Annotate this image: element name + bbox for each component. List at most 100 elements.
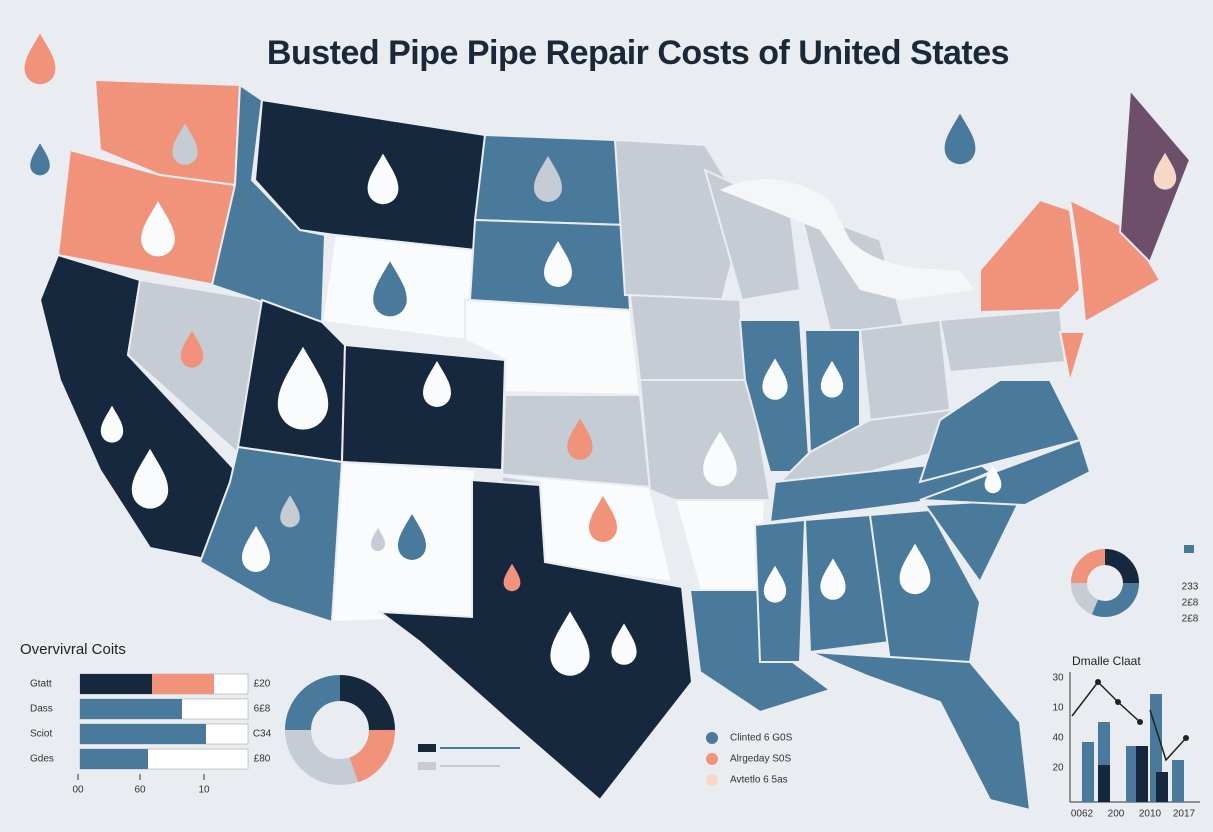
legend-label: 233 bbox=[1182, 582, 1199, 593]
legend-swatch bbox=[418, 744, 436, 752]
water-drop bbox=[589, 496, 617, 542]
axis-label: 00 bbox=[72, 785, 84, 796]
water-drop bbox=[1153, 152, 1177, 190]
water-drop bbox=[367, 153, 399, 205]
state bbox=[1058, 331, 1087, 383]
x-label: 0062 bbox=[1071, 809, 1094, 820]
water-drop bbox=[141, 201, 175, 257]
state bbox=[464, 298, 642, 397]
bar bbox=[1172, 760, 1184, 802]
legend-swatch bbox=[418, 762, 436, 770]
bar-label: Dass bbox=[30, 704, 53, 715]
bar bbox=[1098, 765, 1110, 802]
us-map bbox=[38, 78, 1192, 812]
donut-segment bbox=[348, 729, 395, 783]
bar bbox=[80, 674, 152, 694]
bar-value: C34 bbox=[253, 729, 272, 740]
legend-label: 2£8 bbox=[1182, 598, 1199, 609]
trend-line bbox=[1071, 680, 1141, 723]
legend-label: 2£8 bbox=[1182, 614, 1199, 625]
water-drop bbox=[172, 123, 198, 165]
water-drop bbox=[371, 528, 385, 551]
bar-value: 6£8 bbox=[254, 704, 271, 715]
water-drop bbox=[423, 361, 451, 407]
water-drop bbox=[100, 405, 124, 443]
trend-line bbox=[1149, 709, 1187, 762]
bar bbox=[80, 724, 206, 744]
water-drop bbox=[890, 355, 910, 388]
bar-value: £80 bbox=[254, 754, 271, 765]
bar bbox=[80, 699, 182, 719]
state bbox=[809, 651, 1032, 812]
water-drop bbox=[899, 543, 931, 595]
donut bbox=[285, 675, 395, 785]
water-drop bbox=[24, 33, 56, 85]
water-drop bbox=[503, 563, 521, 592]
water-drop bbox=[544, 241, 572, 287]
legend-label: Avtetlo 6 5as bbox=[730, 775, 788, 786]
great-lakes bbox=[720, 179, 975, 300]
water-drop bbox=[567, 418, 593, 460]
water-drop bbox=[131, 448, 169, 509]
state bbox=[918, 379, 1082, 484]
water-drop bbox=[944, 113, 976, 165]
donut bbox=[1071, 549, 1139, 617]
water-drop bbox=[611, 623, 637, 665]
water-drop bbox=[820, 360, 844, 398]
donut-segment bbox=[1104, 549, 1139, 584]
x-label: 2010 bbox=[1139, 809, 1162, 820]
state bbox=[938, 308, 1067, 374]
bar-value: £20 bbox=[254, 679, 271, 690]
bar bbox=[1156, 772, 1168, 802]
donut-segment bbox=[285, 675, 341, 731]
bar-label: Gdes bbox=[30, 754, 54, 765]
water-drop bbox=[763, 565, 787, 603]
water-drop bbox=[242, 526, 270, 572]
legend-swatch bbox=[1184, 545, 1194, 553]
x-label: 200 bbox=[1108, 809, 1125, 820]
trend-point bbox=[1137, 719, 1143, 725]
bar bbox=[1126, 746, 1138, 802]
legend-dot bbox=[706, 774, 718, 786]
y-label: 40 bbox=[1052, 733, 1064, 744]
water-drop bbox=[277, 346, 329, 430]
bar-label: Sciot bbox=[30, 729, 52, 740]
center-legend: Clinted 6 G0S Alrgeday S0S Avtetlo 6 5as bbox=[706, 732, 793, 786]
water-drop bbox=[820, 558, 846, 600]
detail-chart: 30 10 40 20 0062 200 2010 2017 bbox=[1052, 673, 1195, 820]
axis-label: 60 bbox=[134, 785, 146, 796]
water-drop bbox=[30, 143, 50, 176]
water-drop bbox=[373, 261, 407, 317]
state bbox=[628, 293, 747, 381]
detail-title: Dmalle Claat bbox=[1072, 654, 1141, 668]
state bbox=[376, 478, 694, 802]
legend-label: Alrgeday S0S bbox=[730, 754, 791, 765]
cost-bars: Gtatt £20 Dass 6£8 Sciot C34 Gdes £80 00 60 10 bbox=[30, 673, 272, 796]
y-label: 10 bbox=[1052, 703, 1064, 714]
water-drop bbox=[703, 431, 737, 487]
state bbox=[979, 198, 1082, 314]
water-drop bbox=[280, 495, 300, 528]
water-drop bbox=[550, 611, 590, 676]
water-drop bbox=[984, 465, 1002, 494]
water-drop bbox=[431, 295, 449, 324]
bar bbox=[1136, 746, 1148, 802]
legend-label: Clinted 6 G0S bbox=[730, 733, 793, 744]
x-label: 2017 bbox=[1173, 809, 1196, 820]
water-drop bbox=[762, 358, 788, 400]
bar bbox=[152, 674, 214, 694]
trend-point bbox=[1115, 699, 1121, 705]
water-drop bbox=[534, 156, 562, 202]
water-drop bbox=[180, 330, 204, 368]
water-drop bbox=[398, 514, 426, 560]
panel-title: Overvivral Coits bbox=[20, 641, 126, 658]
legend-dot bbox=[706, 753, 718, 765]
bar bbox=[80, 749, 148, 769]
donut-segment bbox=[1091, 582, 1139, 617]
bar-label: Gtatt bbox=[30, 679, 52, 690]
donut-segment bbox=[339, 675, 395, 731]
bar bbox=[1082, 742, 1094, 802]
trend-point bbox=[1095, 679, 1101, 685]
y-label: 30 bbox=[1052, 673, 1064, 684]
